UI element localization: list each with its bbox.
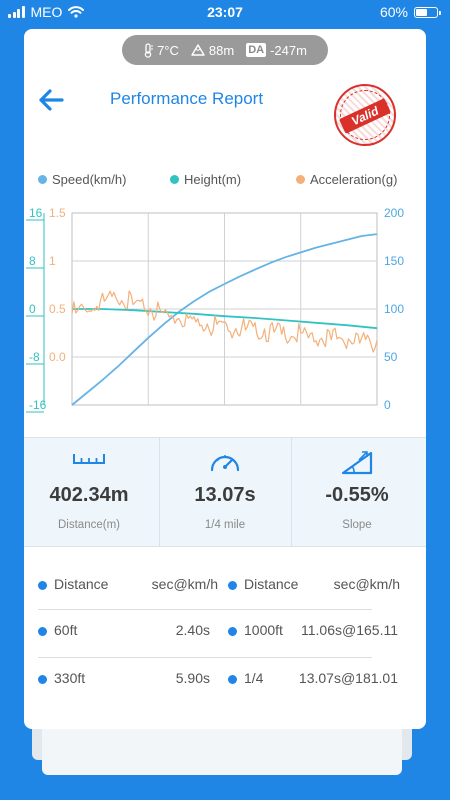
density-altitude-value: -247m: [270, 42, 307, 58]
row-divider: [38, 609, 372, 610]
split-cell-right: 1000ft 11.06s@165.11: [228, 622, 398, 642]
split-time: 2.40s: [175, 622, 210, 638]
speed-series-line: [71, 233, 378, 406]
back-arrow-icon[interactable]: [36, 85, 66, 115]
split-distance: 60ft: [54, 622, 78, 638]
legend-speed-label: Speed(km/h): [52, 172, 127, 187]
speed-tick-label: 200: [384, 206, 404, 220]
split-cell-left: 60ft 2.40s: [38, 622, 210, 642]
bullet-dot: [38, 581, 47, 590]
altitude-item: 88m: [191, 43, 234, 58]
wifi-icon: [68, 6, 85, 18]
legend-acceleration[interactable]: Acceleration(g): [296, 172, 397, 187]
stats-divider: [291, 438, 292, 546]
height-tick-label: -16: [29, 398, 47, 412]
header-time-label: sec@km/h: [151, 576, 218, 592]
speedometer-icon: [210, 455, 240, 472]
conditions-pill: 7°C 88m DA -247m: [122, 35, 328, 65]
stat-slope: -0.55% Slope: [292, 438, 422, 546]
legend-height[interactable]: Height(m): [170, 172, 241, 187]
table-row: 330ft 5.90s 1/4 13.07s@181.01: [24, 658, 426, 702]
split-cell-right: 1/4 13.07s@181.01: [228, 670, 398, 690]
header-time-label: sec@km/h: [333, 576, 400, 592]
valid-stamp: Valid: [334, 84, 396, 146]
legend-height-dot: [170, 175, 179, 184]
speed-tick-label: 100: [384, 302, 404, 316]
cellular-signal-icon: [8, 6, 25, 18]
header-cell-right: Distance sec@km/h: [228, 576, 404, 596]
clock: 23:07: [207, 4, 243, 20]
mountain-icon: [191, 44, 205, 56]
density-altitude-item: DA -247m: [246, 43, 307, 58]
battery-percent: 60%: [379, 4, 408, 20]
status-bar: MEO 23:07 60%: [0, 0, 450, 26]
temperature-value: 7°C: [157, 42, 179, 58]
battery-icon: [414, 6, 441, 18]
acceleration-tick-label: 0.5: [49, 302, 66, 316]
distance-label: Distance(m): [58, 519, 120, 531]
distance-ruler-icon: [73, 454, 105, 464]
thermometer-icon: [144, 42, 154, 58]
bullet-dot: [38, 627, 47, 636]
slope-label: Slope: [342, 519, 372, 531]
bullet-dot: [38, 675, 47, 684]
split-time: 5.90s: [175, 670, 210, 686]
bullet-dot: [228, 627, 237, 636]
stat-quarter-mile: 13.07s 1/4 mile: [160, 438, 290, 546]
slope-icon: [341, 451, 373, 475]
legend-acceleration-label: Acceleration(g): [310, 172, 398, 187]
quarter-mile-label: 1/4 mile: [204, 519, 246, 531]
report-card: 7°C 88m DA -247m Performance Report Vali…: [24, 29, 426, 729]
height-tick-label: -8: [29, 350, 40, 364]
header-distance-label: Distance: [54, 576, 109, 592]
stats-divider: [159, 438, 160, 546]
acceleration-tick-label: 1.5: [49, 206, 66, 220]
bullet-dot: [228, 675, 237, 684]
battery-fill: [416, 8, 428, 16]
slope-value: -0.55%: [325, 484, 389, 506]
legend-speed[interactable]: Speed(km/h): [38, 172, 126, 187]
carrier-label: MEO: [30, 4, 63, 20]
status-left: MEO: [8, 4, 85, 20]
altitude-value: 88m: [208, 42, 235, 58]
quarter-mile-value: 13.07s: [194, 484, 256, 506]
split-cell-left: 330ft 5.90s: [38, 670, 210, 690]
height-tick-label: 8: [29, 254, 36, 268]
split-distance: 330ft: [54, 670, 86, 686]
bullet-dot: [228, 581, 237, 590]
speed-tick-label: 0: [384, 398, 391, 412]
speed-tick-label: 50: [384, 350, 398, 364]
split-time: 11.06s@165.11: [301, 622, 398, 638]
status-right: 60%: [379, 4, 441, 20]
split-time: 13.07s@181.01: [298, 670, 398, 686]
acceleration-series-line: [71, 290, 378, 353]
acceleration-tick-label: 1: [49, 254, 56, 268]
distance-value: 402.34m: [49, 484, 129, 506]
performance-chart: 16 8 0 -8 -16 1.5 1 0.5 0.0 200 150 100 50 0: [26, 206, 404, 413]
height-tick-label: 0: [29, 302, 36, 316]
acceleration-tick-label: 0.0: [49, 350, 66, 364]
height-series-line: [72, 308, 378, 330]
density-altitude-label: DA: [246, 43, 267, 57]
header-cell-left: Distance sec@km/h: [38, 576, 218, 596]
split-distance: 1000ft: [244, 622, 283, 638]
stats-panel: 402.34m Distance(m) 13.07s 1/4 mile: [24, 437, 426, 547]
header-distance-label: Distance: [244, 576, 299, 592]
legend-speed-dot: [38, 175, 47, 184]
speed-tick-label: 150: [384, 254, 404, 268]
table-row: 60ft 2.40s 1000ft 11.06s@165.11: [24, 610, 426, 654]
row-divider: [38, 657, 372, 658]
valid-stamp-label: Valid: [338, 98, 392, 134]
legend-height-label: Height(m): [184, 172, 242, 187]
page-title: Performance Report: [110, 89, 264, 108]
stat-distance: 402.34m Distance(m): [24, 438, 154, 546]
height-tick-label: 16: [29, 206, 43, 220]
chart-legend: Speed(km/h) Height(m) Acceleration(g): [24, 172, 426, 192]
temperature-item: 7°C: [143, 43, 179, 58]
split-distance: 1/4: [244, 670, 264, 686]
splits-header-row: Distance sec@km/h Distance sec@km/h: [24, 564, 426, 608]
legend-acceleration-dot: [296, 175, 305, 184]
